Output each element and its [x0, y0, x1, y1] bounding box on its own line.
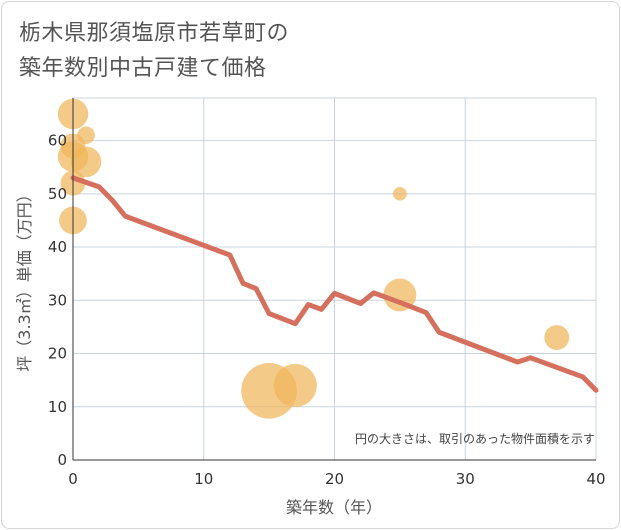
x-tick-label: 0: [68, 470, 78, 488]
x-tick-label: 30: [456, 470, 475, 488]
bubble-point: [70, 146, 102, 178]
axes: [72, 98, 596, 461]
bubble-series: [57, 98, 570, 419]
chart-title-line-2: 築年数別中古戸建て価格: [19, 56, 267, 81]
y-tick-label: 40: [48, 238, 67, 256]
tick-labels: 0 10 20 30 40 0 10 20 30 40 50 60: [48, 132, 606, 488]
x-axis-label: 築年数（年）: [286, 498, 382, 517]
chart-title: 栃木県那須塩原市若草町の 築年数別中古戸建て価格: [19, 16, 289, 86]
bubble-point: [544, 325, 570, 351]
y-tick-label: 20: [48, 345, 67, 363]
x-tick-label: 10: [194, 470, 213, 488]
x-tick-label: 40: [586, 470, 605, 488]
y-axis-label: 坪（3.3㎡）単価（万円）: [15, 186, 34, 371]
grid-lines: [73, 98, 597, 460]
y-tick-label: 30: [48, 291, 67, 309]
size-note: 円の大きさは、取引のあった物件面積を示す: [355, 431, 595, 446]
chart-title-line-1: 栃木県那須塩原市若草町の: [19, 21, 290, 46]
y-tick-label: 60: [48, 132, 67, 150]
bubble-point: [77, 126, 95, 145]
average-price-line: [70, 175, 599, 393]
bubble-point: [273, 363, 317, 408]
y-tick-label: 10: [48, 398, 67, 416]
y-tick-label: 50: [48, 185, 67, 203]
x-tick-label: 20: [325, 470, 344, 488]
y-tick-label: 0: [57, 451, 67, 469]
line-series: [70, 175, 599, 393]
bubble-point: [393, 187, 407, 201]
